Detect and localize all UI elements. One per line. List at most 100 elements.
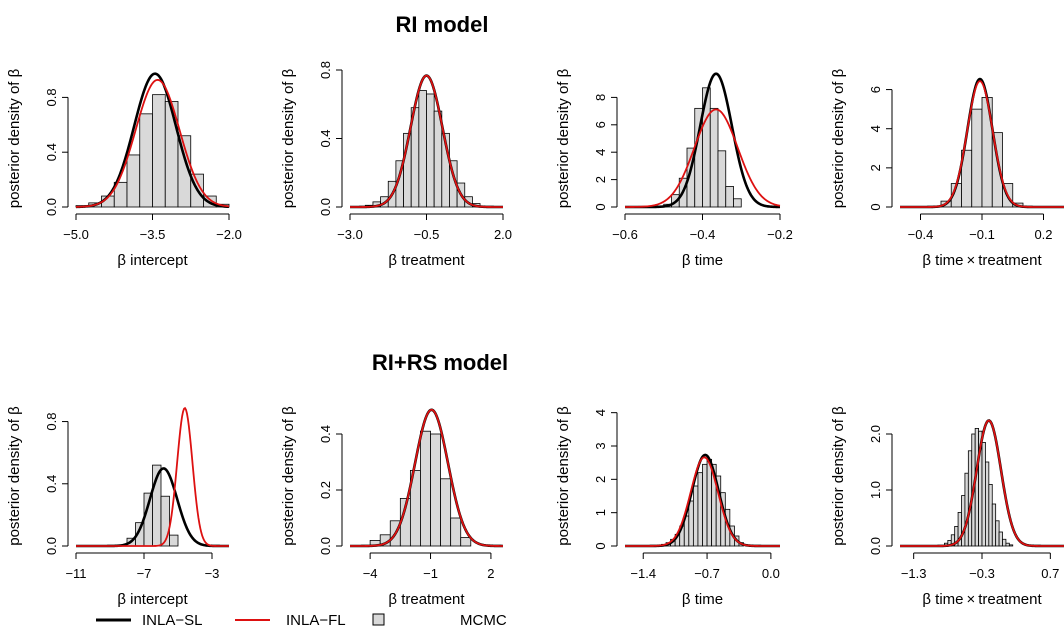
x-axis-label: β time × treatment <box>922 252 1042 269</box>
histogram-bar <box>974 427 979 547</box>
y-tick-label: 0.8 <box>44 88 59 106</box>
histogram-bar <box>160 495 170 547</box>
y-tick-label: 0.4 <box>44 143 59 161</box>
panel-6: −4 −1 2 0.0 0.2 0.4 β treatment posterior densi… <box>280 406 503 608</box>
x-tick-label: −0.6 <box>612 227 638 242</box>
y-tick-label: 1.0 <box>868 481 883 499</box>
histogram-bar <box>725 186 734 208</box>
x-tick-label: −0.4 <box>908 227 934 242</box>
histogram-bar <box>440 478 452 547</box>
density-curve-inla-fl <box>625 456 780 547</box>
density-curve-inla-fl <box>624 108 781 208</box>
histogram-bar <box>460 537 472 547</box>
histogram-bar <box>126 154 141 208</box>
y-tick-label: 2 <box>868 164 883 171</box>
y-tick-label: 0.4 <box>44 475 59 493</box>
histogram-bar <box>430 433 441 547</box>
panels: −5.0 −3.5 −2.0 0.0 0.4 0.8 β intercept posterio… <box>6 61 1064 608</box>
y-tick-label: 0.0 <box>318 537 333 555</box>
y-axis-label: posterior density of β <box>280 406 297 546</box>
y-tick-label: 0.0 <box>44 537 59 555</box>
legend-label-inla-sl: INLA−SL <box>142 612 202 629</box>
histogram-bar <box>139 113 153 208</box>
histogram-bar <box>961 495 966 547</box>
y-axis-label: posterior density of β <box>555 68 572 208</box>
histogram-bar <box>709 107 719 208</box>
x-tick-label: 0.7 <box>1041 566 1059 581</box>
histogram-bar <box>418 90 427 208</box>
histogram-bar <box>697 472 703 547</box>
y-tick-label: 0.8 <box>318 61 333 79</box>
density-curve-inla-fl <box>75 79 230 208</box>
y-tick-label: 0 <box>593 542 608 549</box>
x-tick-label: −1.4 <box>630 566 656 581</box>
histogram-bar <box>991 503 997 547</box>
density-curve-inla-sl <box>625 72 781 209</box>
histogram-bar <box>964 472 969 547</box>
y-tick-label: 0.0 <box>44 198 59 216</box>
y-tick-label: 2 <box>593 176 608 183</box>
y-tick-label: 3 <box>593 442 608 449</box>
y-tick-label: 4 <box>593 149 608 156</box>
histogram-bar <box>420 430 431 547</box>
y-axis-label: posterior density of β <box>6 406 23 546</box>
y-tick-label: 6 <box>593 121 608 128</box>
x-tick-label: −3.5 <box>140 227 166 242</box>
density-curve-inla-fl <box>350 408 503 547</box>
histogram-bar <box>152 94 166 208</box>
y-tick-label: 6 <box>868 86 883 93</box>
x-tick-label: −0.4 <box>690 227 716 242</box>
y-axis-label: posterior density of β <box>6 68 23 208</box>
x-tick-label: −5.0 <box>63 227 89 242</box>
section-title-ri: RI model <box>396 12 489 37</box>
histogram-bar <box>717 150 727 208</box>
panel-1: −5.0 −3.5 −2.0 0.0 0.4 0.8 β intercept posterio… <box>6 68 242 269</box>
x-tick-label: −3 <box>205 566 220 581</box>
histogram-bar <box>988 483 993 547</box>
x-tick-label: −0.7 <box>694 566 720 581</box>
histogram-bar <box>706 458 713 547</box>
legend-label-mcmc: MCMC <box>460 612 507 629</box>
y-tick-label: 1 <box>593 509 608 516</box>
legend-swatch-mcmc <box>372 613 385 626</box>
x-tick-label: −0.5 <box>414 227 440 242</box>
x-axis-label: β time × treatment <box>922 591 1042 608</box>
histogram-bar <box>702 463 708 547</box>
x-axis-label: β intercept <box>117 591 188 608</box>
y-tick-label: 0.0 <box>318 198 333 216</box>
panel-8: −1.3 −0.3 0.7 0.0 1.0 2.0 β time × treatment po… <box>830 406 1064 608</box>
panel-7: −1.4 −0.7 0.0 0 1 2 3 4 β time posterior density … <box>555 406 780 608</box>
histogram-bar <box>733 198 742 208</box>
y-axis-label: posterior density of β <box>830 68 847 208</box>
legend: INLA−SL INLA−FL MCMC <box>96 612 507 629</box>
y-tick-label: 0 <box>868 203 883 210</box>
x-axis-label: β treatment <box>388 252 465 269</box>
x-axis-label: β treatment <box>388 591 465 608</box>
histogram-bar <box>991 132 1003 208</box>
x-tick-label: −1 <box>423 566 438 581</box>
x-tick-label: 2.0 <box>494 227 512 242</box>
x-tick-label: −7 <box>137 566 152 581</box>
y-tick-label: 8 <box>593 94 608 101</box>
histogram-bar <box>169 534 179 547</box>
histogram-bar <box>971 108 983 208</box>
density-curve-inla-fl <box>76 406 229 547</box>
histogram-bar <box>985 461 990 547</box>
histogram-bar <box>692 485 699 547</box>
y-tick-label: 0.4 <box>318 129 333 147</box>
histogram-bar <box>1002 538 1007 547</box>
x-tick-label: −3.0 <box>337 227 363 242</box>
y-tick-label: 2 <box>593 476 608 483</box>
panel-4: −0.4 −0.1 0.2 0 2 4 6 β time × treatment posteri… <box>830 68 1064 269</box>
x-tick-label: 0.2 <box>1034 227 1052 242</box>
y-tick-label: 0.0 <box>868 537 883 555</box>
x-tick-label: −1.3 <box>901 566 927 581</box>
y-tick-label: 0.2 <box>318 481 333 499</box>
x-axis-label: β intercept <box>117 252 188 269</box>
histogram-bar <box>981 441 986 547</box>
panel-2: −3.0 −0.5 2.0 0.0 0.4 0.8 β treatment posterior… <box>280 61 512 269</box>
histogram-bar <box>177 135 192 208</box>
histogram-bar <box>998 531 1003 547</box>
x-tick-label: 2 <box>487 566 494 581</box>
x-tick-label: −11 <box>65 566 86 581</box>
